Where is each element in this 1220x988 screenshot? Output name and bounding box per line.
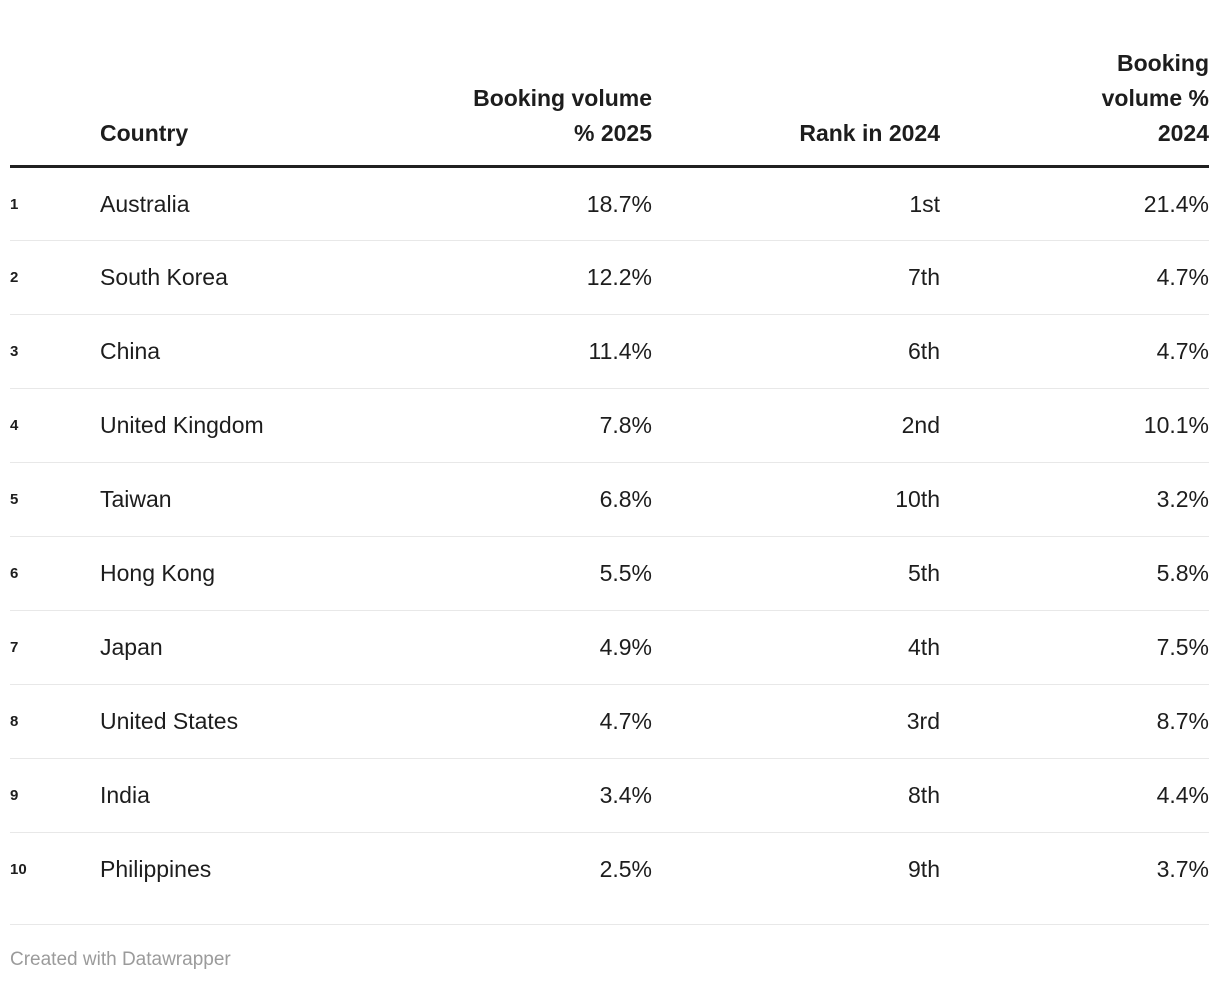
row-index-cell: 1 xyxy=(10,166,100,241)
country-cell: Australia xyxy=(100,166,355,241)
header-country: Country xyxy=(100,46,355,168)
volume-2024-cell: 7.5% xyxy=(940,610,1209,685)
rank-2024-cell: 6th xyxy=(652,314,940,389)
table-row: 8 United States 4.7% 3rd 8.7% xyxy=(10,684,1209,759)
rank-2024-cell: 8th xyxy=(652,758,940,833)
country-cell: South Korea xyxy=(100,240,355,315)
rank-2024-cell: 9th xyxy=(908,856,940,883)
row-index-cell: 5 xyxy=(10,462,100,537)
volume-2024-cell: 8.7% xyxy=(940,684,1209,759)
attribution-link[interactable]: Created with Datawrapper xyxy=(10,948,231,970)
country-cell: Philippines xyxy=(100,856,212,883)
volume-2024-cell: 10.1% xyxy=(940,388,1209,463)
volume-2025-cell: 12.2% xyxy=(355,240,652,315)
table-row: 2 South Korea 12.2% 7th 4.7% xyxy=(10,240,1209,315)
volume-2025-cell: 7.8% xyxy=(355,388,652,463)
rank-2024-cell: 10th xyxy=(652,462,940,537)
header-rank-index xyxy=(10,46,100,168)
volume-2024-cell: 4.7% xyxy=(940,240,1209,315)
header-row: Country Booking volume % 2025 Rank in 20… xyxy=(10,46,1209,168)
table-body: 1 Australia 18.7% 1st 21.4% 2 South Kore… xyxy=(10,166,1209,907)
row-index-cell: 9 xyxy=(10,758,100,833)
table-row: 7 Japan 4.9% 4th 7.5% xyxy=(10,610,1209,685)
row-index-cell: 2 xyxy=(10,240,100,315)
table-header: Country Booking volume % 2025 Rank in 20… xyxy=(10,46,1209,168)
rank-2024-cell: 7th xyxy=(652,240,940,315)
header-rank-in-2024: Rank in 2024 xyxy=(652,46,940,168)
country-cell: Taiwan xyxy=(100,462,355,537)
header-booking-volume-2024: Booking volume % 2024 xyxy=(940,46,1209,168)
country-cell: Hong Kong xyxy=(100,536,355,611)
table-row: 1 Australia 18.7% 1st 21.4% xyxy=(10,166,1209,241)
table-row: 4 United Kingdom 7.8% 2nd 10.1% xyxy=(10,388,1209,463)
table-row: 3 China 11.4% 6th 4.7% xyxy=(10,314,1209,389)
rank-2024-cell: 2nd xyxy=(652,388,940,463)
row-index-cell: 10 xyxy=(10,861,27,879)
table-container: Country Booking volume % 2025 Rank in 20… xyxy=(10,46,1209,925)
country-cell: Japan xyxy=(100,610,355,685)
volume-2025-cell: 6.8% xyxy=(355,462,652,537)
volume-2024-cell: 3.2% xyxy=(940,462,1209,537)
country-cell: China xyxy=(100,314,355,389)
volume-2025-cell: 5.5% xyxy=(355,536,652,611)
volume-2025-cell: 2.5% xyxy=(599,856,652,883)
row-index-cell: 3 xyxy=(10,314,100,389)
rank-2024-cell: 1st xyxy=(652,166,940,241)
row-index-cell: 7 xyxy=(10,610,100,685)
volume-2024-cell: 4.7% xyxy=(940,314,1209,389)
country-cell: United Kingdom xyxy=(100,388,355,463)
table-row: 10 Philippines 2.5% 9th 3.7% xyxy=(10,833,1209,907)
volume-2025-cell: 11.4% xyxy=(355,314,652,389)
volume-2025-cell: 4.9% xyxy=(355,610,652,685)
volume-2024-cell: 5.8% xyxy=(940,536,1209,611)
rank-2024-cell: 4th xyxy=(652,610,940,685)
table-row: 9 India 3.4% 8th 4.4% xyxy=(10,758,1209,833)
table-row: 5 Taiwan 6.8% 10th 3.2% xyxy=(10,462,1209,537)
rank-2024-cell: 3rd xyxy=(652,684,940,759)
volume-2025-cell: 4.7% xyxy=(355,684,652,759)
country-cell: India xyxy=(100,758,355,833)
table-row: 6 Hong Kong 5.5% 5th 5.8% xyxy=(10,536,1209,611)
header-booking-volume-2025: Booking volume % 2025 xyxy=(355,46,652,168)
volume-2024-cell: 4.4% xyxy=(940,758,1209,833)
country-cell: United States xyxy=(100,684,355,759)
bookings-table: Country Booking volume % 2025 Rank in 20… xyxy=(10,46,1209,907)
row-index-cell: 4 xyxy=(10,388,100,463)
row-index-cell: 6 xyxy=(10,536,100,611)
volume-2025-cell: 18.7% xyxy=(355,166,652,241)
volume-2025-cell: 3.4% xyxy=(355,758,652,833)
row-index-cell: 8 xyxy=(10,684,100,759)
rank-2024-cell: 5th xyxy=(652,536,940,611)
volume-2024-cell: 3.7% xyxy=(1156,856,1209,883)
volume-2024-cell: 21.4% xyxy=(940,166,1209,241)
